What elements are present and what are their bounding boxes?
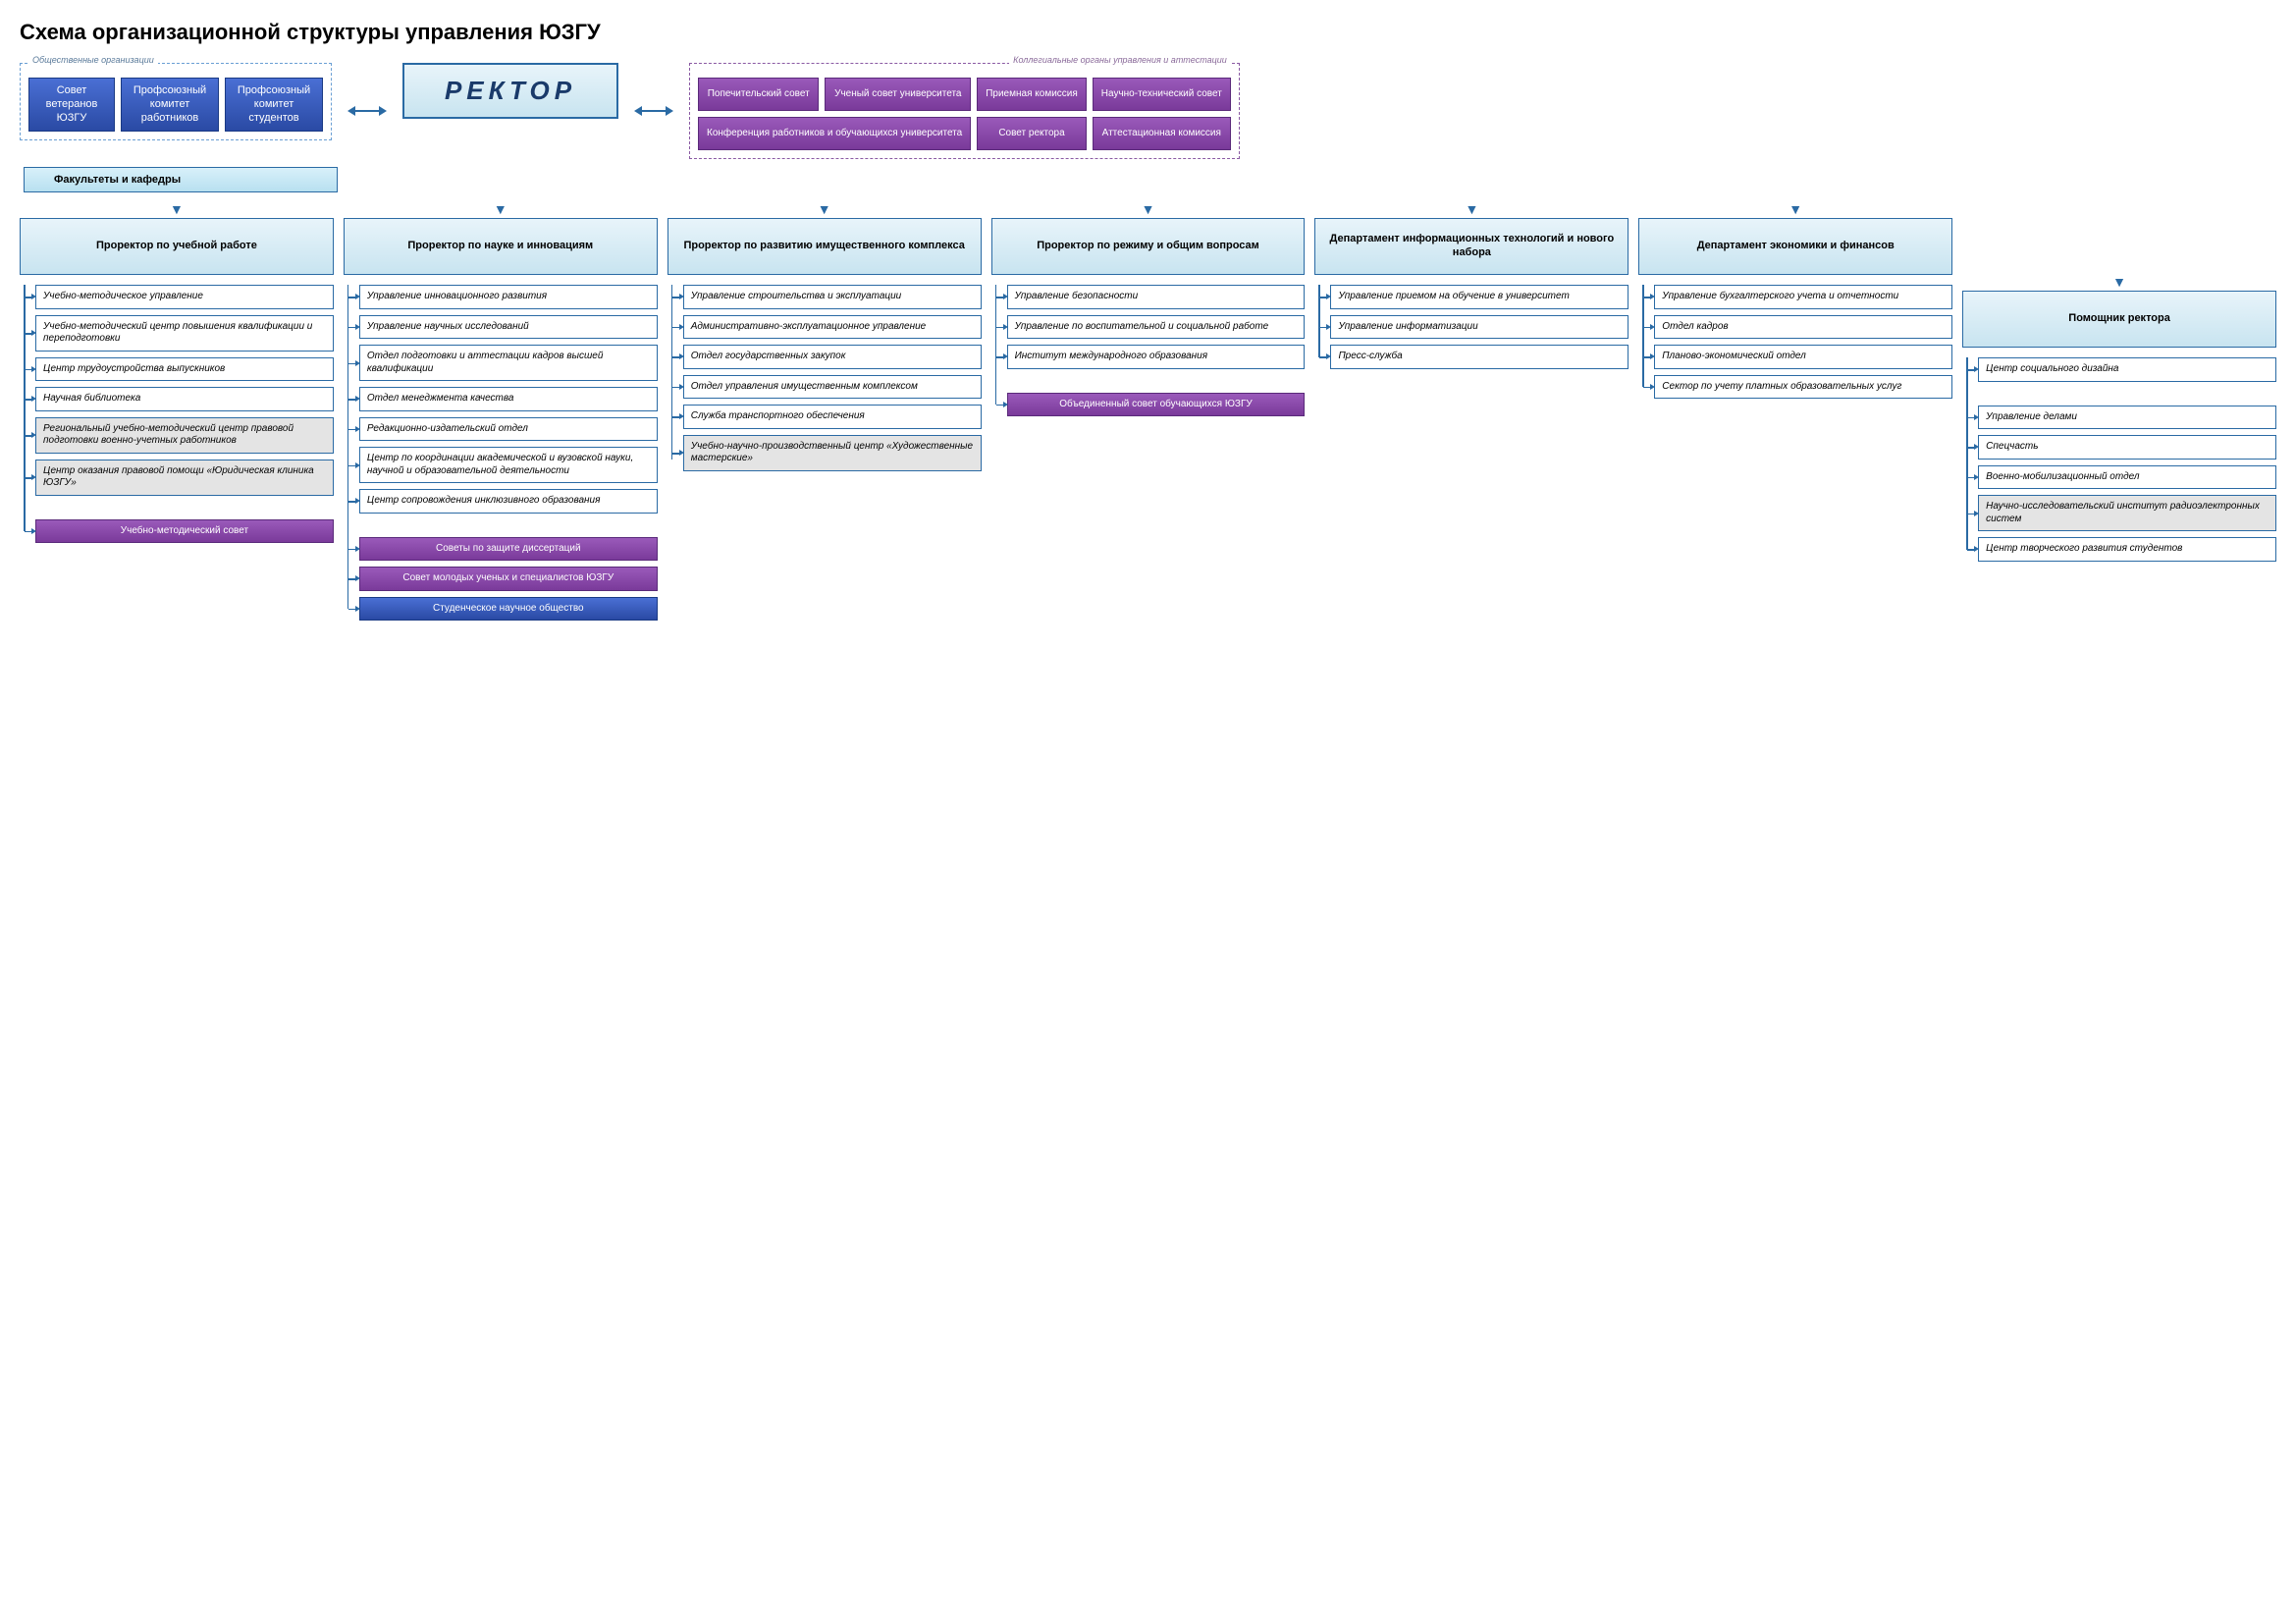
column-4: ▼Департамент информационных технологий и…	[1314, 202, 1629, 375]
dept-2-4: Служба транспортного обеспечения	[683, 405, 982, 429]
public-org-2: Профсоюзный комитет студентов	[225, 78, 323, 132]
faculties-box: Факультеты и кафедры	[24, 167, 338, 192]
dept-1-2: Отдел подготовки и аттестации кадров выс…	[359, 345, 658, 381]
column-head-2: Проректор по развитию имущественного ком…	[667, 218, 982, 275]
dept-4-2: Пресс-служба	[1330, 345, 1629, 369]
dept-2-1: Административно-эксплуатационное управле…	[683, 315, 982, 340]
dept-0-6: Учебно-методический совет	[35, 519, 334, 544]
dept-list-3: Управление безопасности Управление по вос…	[991, 285, 1306, 416]
dept-1-0: Управление инновационного развития	[359, 285, 658, 309]
column-arrow: ▼	[20, 202, 334, 218]
dept-5-0: Управление бухгалтерского учета и отчетн…	[1654, 285, 1952, 309]
dept-0-4: Региональный учебно-методический центр п…	[35, 417, 334, 454]
column-arrow: ▼	[1638, 202, 1952, 218]
arrow-right	[630, 102, 677, 120]
collegial-r1-0: Попечительский совет	[698, 78, 819, 111]
dept-6-3: Военно-мобилизационный отдел	[1978, 465, 2276, 490]
dept-list-5: Управление бухгалтерского учета и отчетн…	[1638, 285, 1952, 399]
dept-1-3: Отдел менеджмента качества	[359, 387, 658, 411]
dept-6-4: Научно-исследовательский институт радиоэ…	[1978, 495, 2276, 531]
dept-list-6: Центр социального дизайна Управление дела…	[1962, 357, 2276, 562]
dept-5-3: Сектор по учету платных образовательных …	[1654, 375, 1952, 400]
collegial-label: Коллегиальные органы управления и аттест…	[1009, 55, 1231, 65]
column-head-0: Проректор по учебной работе	[20, 218, 334, 275]
top-row: Общественные организации Совет ветеранов…	[20, 63, 2276, 159]
column-head-3: Проректор по режиму и общим вопросам	[991, 218, 1306, 275]
column-arrow: ▼	[667, 202, 982, 218]
public-org-1: Профсоюзный комитет работников	[121, 78, 219, 132]
columns-row: ▼Проректор по учебной работеУчебно-метод…	[20, 202, 2276, 626]
dept-2-3: Отдел управления имущественным комплексо…	[683, 375, 982, 400]
column-3: ▼Проректор по режиму и общим вопросам Упр…	[991, 202, 1306, 422]
collegial-r2-1: Совет ректора	[977, 117, 1087, 150]
page-title: Схема организационной структуры управлен…	[20, 20, 2276, 45]
column-arrow: ▼	[344, 202, 658, 218]
column-5: ▼Департамент экономики и финансов Управле…	[1638, 202, 1952, 405]
dept-2-2: Отдел государственных закупок	[683, 345, 982, 369]
dept-3-0: Управление безопасности	[1007, 285, 1306, 309]
dept-0-1: Учебно-методический центр повышения квал…	[35, 315, 334, 352]
dept-2-5: Учебно-научно-производственный центр «Ху…	[683, 435, 982, 471]
dept-3-2: Институт международного образования	[1007, 345, 1306, 369]
public-org-0: Совет ветеранов ЮЗГУ	[28, 78, 115, 132]
dept-1-6: Центр сопровождения инклюзивного образов…	[359, 489, 658, 514]
column-arrow: ▼	[991, 202, 1306, 218]
dept-list-2: Управление строительства и эксплуатации А…	[667, 285, 982, 471]
dept-4-1: Управление информатизации	[1330, 315, 1629, 340]
dept-6-5: Центр творческого развития студентов	[1978, 537, 2276, 562]
dept-0-5: Центр оказания правовой помощи «Юридичес…	[35, 460, 334, 496]
dept-1-9: Студенческое научное общество	[359, 597, 658, 622]
dept-1-1: Управление научных исследований	[359, 315, 658, 340]
collegial-r1-1: Ученый совет университета	[825, 78, 971, 111]
column-2: ▼Проректор по развитию имущественного ко…	[667, 202, 982, 477]
column-head-6: Помощник ректора	[1962, 291, 2276, 348]
dept-0-2: Центр трудоустройства выпускников	[35, 357, 334, 382]
dept-2-0: Управление строительства и эксплуатации	[683, 285, 982, 309]
dept-0-0: Учебно-методическое управление	[35, 285, 334, 309]
arrow-left	[344, 102, 391, 120]
dept-5-1: Отдел кадров	[1654, 315, 1952, 340]
dept-5-2: Планово-экономический отдел	[1654, 345, 1952, 369]
dept-3-3: Объединенный совет обучающихся ЮЗГУ	[1007, 393, 1306, 417]
column-head-1: Проректор по науке и инновациям	[344, 218, 658, 275]
collegial-r1-3: Научно-технический совет	[1093, 78, 1231, 111]
collegial-r2-0: Конференция работников и обучающихся уни…	[698, 117, 971, 150]
dept-0-3: Научная библиотека	[35, 387, 334, 411]
dept-list-0: Учебно-методическое управление Учебно-мет…	[20, 285, 334, 543]
column-arrow: ▼	[1314, 202, 1629, 218]
public-orgs-label: Общественные организации	[28, 55, 158, 65]
column-1: ▼Проректор по науке и инновациям Управлен…	[344, 202, 658, 626]
dept-6-2: Спецчасть	[1978, 435, 2276, 460]
dept-4-0: Управление приемом на обучение в универс…	[1330, 285, 1629, 309]
dept-1-5: Центр по координации академической и вуз…	[359, 447, 658, 483]
collegial-r1-2: Приемная комиссия	[977, 78, 1087, 111]
dept-list-1: Управление инновационного развития Управл…	[344, 285, 658, 621]
dept-list-4: Управление приемом на обучение в универс…	[1314, 285, 1629, 369]
dept-6-1: Управление делами	[1978, 406, 2276, 430]
column-arrow: ▼	[1962, 275, 2276, 291]
public-orgs-group: Общественные организации Совет ветеранов…	[20, 63, 332, 140]
dept-1-8: Совет молодых ученых и специалистов ЮЗГУ	[359, 567, 658, 591]
column-head-4: Департамент информационных технологий и …	[1314, 218, 1629, 275]
collegial-r2-2: Аттестационная комиссия	[1093, 117, 1231, 150]
dept-6-0: Центр социального дизайна	[1978, 357, 2276, 382]
column-6: ▼Помощник ректора Центр социального дизай…	[1962, 202, 2276, 568]
collegial-group: Коллегиальные органы управления и аттест…	[689, 63, 1240, 159]
column-0: ▼Проректор по учебной работе Учебно-метод…	[20, 202, 334, 549]
rektor-box: РЕКТОР	[402, 63, 618, 119]
dept-1-4: Редакционно-издательский отдел	[359, 417, 658, 442]
column-head-5: Департамент экономики и финансов	[1638, 218, 1952, 275]
dept-1-7: Советы по защите диссертаций	[359, 537, 658, 562]
dept-3-1: Управление по воспитательной и социально…	[1007, 315, 1306, 340]
